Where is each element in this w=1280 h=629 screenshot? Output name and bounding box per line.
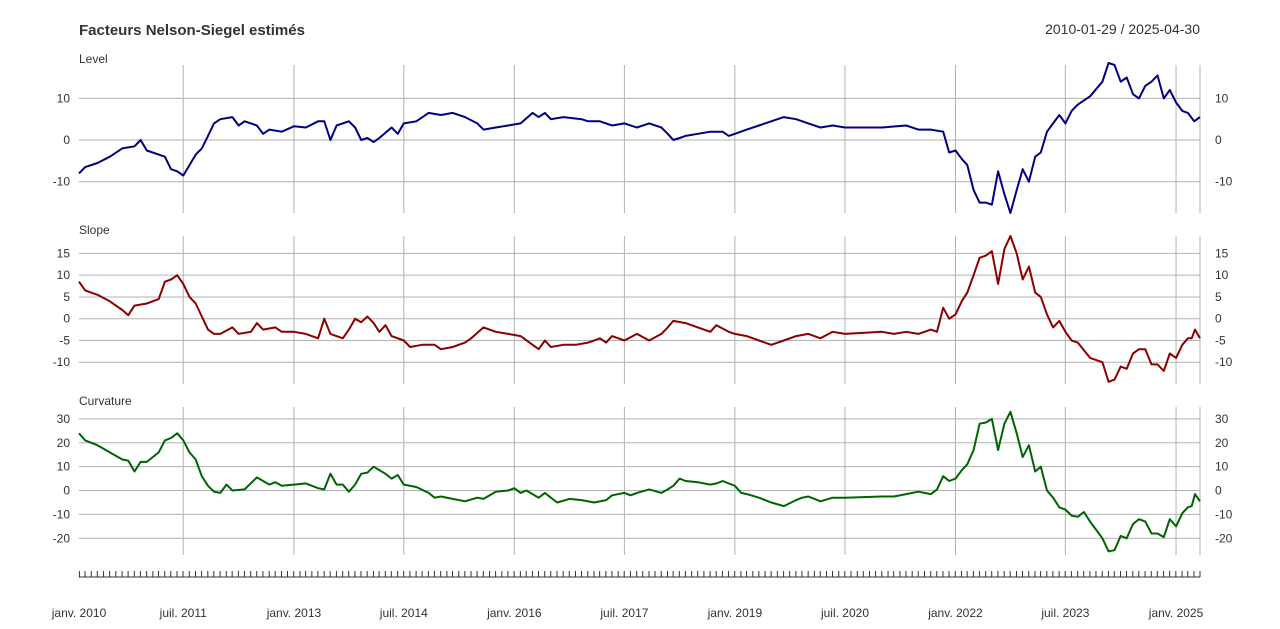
chart-title: Facteurs Nelson-Siegel estimés: [79, 22, 305, 39]
panel-level: Level -10 -10 0 0 10 10: [53, 52, 1233, 214]
series-line-curvature: [78, 410, 1201, 553]
y-tick-label-left: 15: [57, 246, 71, 260]
x-tick-label: janv. 2013: [266, 606, 322, 620]
y-tick-label-right: 10: [1215, 268, 1229, 282]
x-tick-label: janv. 2025: [1148, 606, 1204, 620]
panels-layer: Level -10 -10 0 0 10 10 Slope -10 -10 -5 -5 0 0 5 5 10 10…: [53, 52, 1233, 555]
y-tick-label-left: -5: [59, 333, 70, 347]
y-tick-label-left: 5: [63, 290, 70, 304]
y-tick-label-right: -5: [1215, 333, 1226, 347]
y-tick-label-right: -10: [1215, 175, 1233, 189]
y-tick-label-left: -10: [53, 507, 71, 521]
x-tick-label: juil. 2023: [1040, 606, 1089, 620]
y-tick-label-right: 20: [1215, 436, 1229, 450]
date-range-label: 2010-01-29 / 2025-04-30: [1045, 21, 1200, 37]
x-tick-label: juil. 2017: [599, 606, 648, 620]
x-tick-label: juil. 2020: [820, 606, 869, 620]
y-tick-label-left: 0: [63, 312, 70, 326]
x-tick-label: janv. 2019: [707, 606, 763, 620]
y-tick-label-left: 10: [57, 91, 71, 105]
panel-slope: Slope -10 -10 -5 -5 0 0 5 5 10 10 15 15: [53, 223, 1233, 384]
series-line-level: [78, 61, 1201, 214]
y-tick-label-right: 5: [1215, 290, 1222, 304]
y-tick-label-right: 0: [1215, 312, 1222, 326]
x-axis: janv. 2010 juil. 2011 janv. 2013 juil. 2014…: [51, 571, 1204, 620]
y-tick-label-right: -10: [1215, 355, 1233, 369]
x-tick-label: juil. 2011: [159, 606, 207, 620]
y-tick-label-left: 30: [57, 412, 71, 426]
x-tick-label: janv. 2010: [51, 606, 107, 620]
series-line-slope: [78, 235, 1201, 383]
y-tick-label-right: 30: [1215, 412, 1229, 426]
y-tick-label-right: 0: [1215, 484, 1222, 498]
y-tick-label-right: 10: [1215, 460, 1229, 474]
y-tick-label-right: -10: [1215, 507, 1233, 521]
y-tick-label-left: -20: [53, 531, 71, 545]
y-tick-label-left: -10: [53, 355, 71, 369]
panel-label: Curvature: [79, 394, 132, 408]
panel-label: Slope: [79, 223, 110, 237]
y-tick-label-left: 20: [57, 436, 71, 450]
y-tick-label-left: -10: [53, 175, 71, 189]
x-tick-label: juil. 2014: [379, 606, 428, 620]
y-tick-label-left: 0: [63, 484, 70, 498]
y-tick-label-right: 10: [1215, 91, 1229, 105]
y-tick-label-left: 0: [63, 133, 70, 147]
y-tick-label-right: 15: [1215, 246, 1229, 260]
y-tick-label-right: -20: [1215, 531, 1233, 545]
panel-label: Level: [79, 52, 108, 66]
x-tick-label: janv. 2016: [486, 606, 542, 620]
y-tick-label-left: 10: [57, 268, 71, 282]
panel-curvature: Curvature -20 -20 -10 -10 0 0 10 10 20 20 30 30: [53, 394, 1233, 555]
y-tick-label-left: 10: [57, 460, 71, 474]
x-tick-label: janv. 2022: [927, 606, 983, 620]
y-tick-label-right: 0: [1215, 133, 1222, 147]
